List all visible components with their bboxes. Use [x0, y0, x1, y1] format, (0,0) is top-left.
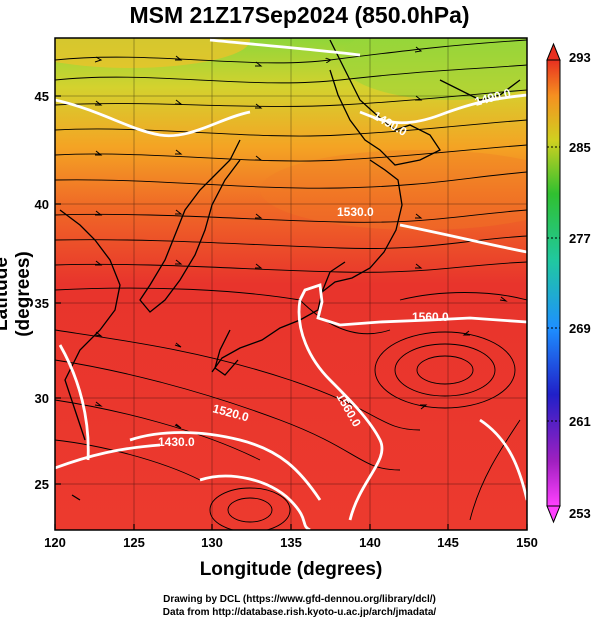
contour-label: 1560.0: [412, 310, 449, 324]
y-tick-label: 40: [35, 197, 49, 212]
y-tick-label: 30: [35, 391, 49, 406]
credit-data: Data from http://database.rish.kyoto-u.a…: [162, 607, 437, 618]
x-tick-label: 145: [437, 535, 459, 550]
x-tick-label: 135: [280, 535, 302, 550]
x-tick-label: 125: [123, 535, 145, 550]
y-axis-label: Latitude (degrees): [0, 251, 34, 337]
x-tick-label: 150: [516, 535, 538, 550]
x-tick-label: 140: [359, 535, 381, 550]
x-axis-label: Longitude (degrees): [199, 559, 383, 580]
credits: Drawing by DCL (https://www.gfd-dennou.o…: [0, 593, 599, 619]
orange-band: [260, 150, 527, 230]
colorbar-tick-label: 269: [569, 321, 591, 336]
plot-area: [55, 38, 527, 530]
colorbar-tick-label: 261: [569, 414, 591, 429]
graticule: [55, 38, 527, 530]
map-title: MSM 21Z17Sep2024 (850.0hPa): [129, 2, 470, 28]
coastline: [59, 39, 521, 501]
y-tick-label: 45: [35, 89, 49, 104]
wind-arrows: [94, 46, 508, 429]
y-tick-label: 35: [35, 296, 49, 311]
x-tick-label: 120: [44, 535, 66, 550]
colorbar-gradient: [546, 59, 561, 507]
colorbar-tick-label: 285: [569, 140, 591, 155]
wind-streamlines: [55, 39, 527, 530]
colorbar-tick-label: 253: [569, 506, 591, 521]
colorbar-tick-label: 293: [569, 50, 591, 65]
height-contours: [55, 38, 527, 530]
axis-tick-marks: [54, 95, 528, 530]
x-tick-label: 130: [201, 535, 223, 550]
colorbar-tick-label: 277: [569, 231, 591, 246]
colorbar-upper-triangle: [546, 42, 561, 61]
colorbar-lower-triangle: [546, 505, 561, 524]
colorbar: 293 285 277 269 261 253: [546, 42, 591, 524]
contour-label: 1530.0: [337, 205, 374, 219]
credit-drawing: Drawing by DCL (https://www.gfd-dennou.o…: [163, 594, 436, 605]
y-tick-label: 25: [35, 477, 49, 492]
cool-patch-ne: [340, 38, 527, 100]
contour-label: 1430.0: [158, 435, 195, 449]
y-tick-labels: 25 30 35 40 45: [35, 89, 49, 492]
x-tick-labels: 120 125 130 135 140 145 150: [44, 535, 538, 550]
